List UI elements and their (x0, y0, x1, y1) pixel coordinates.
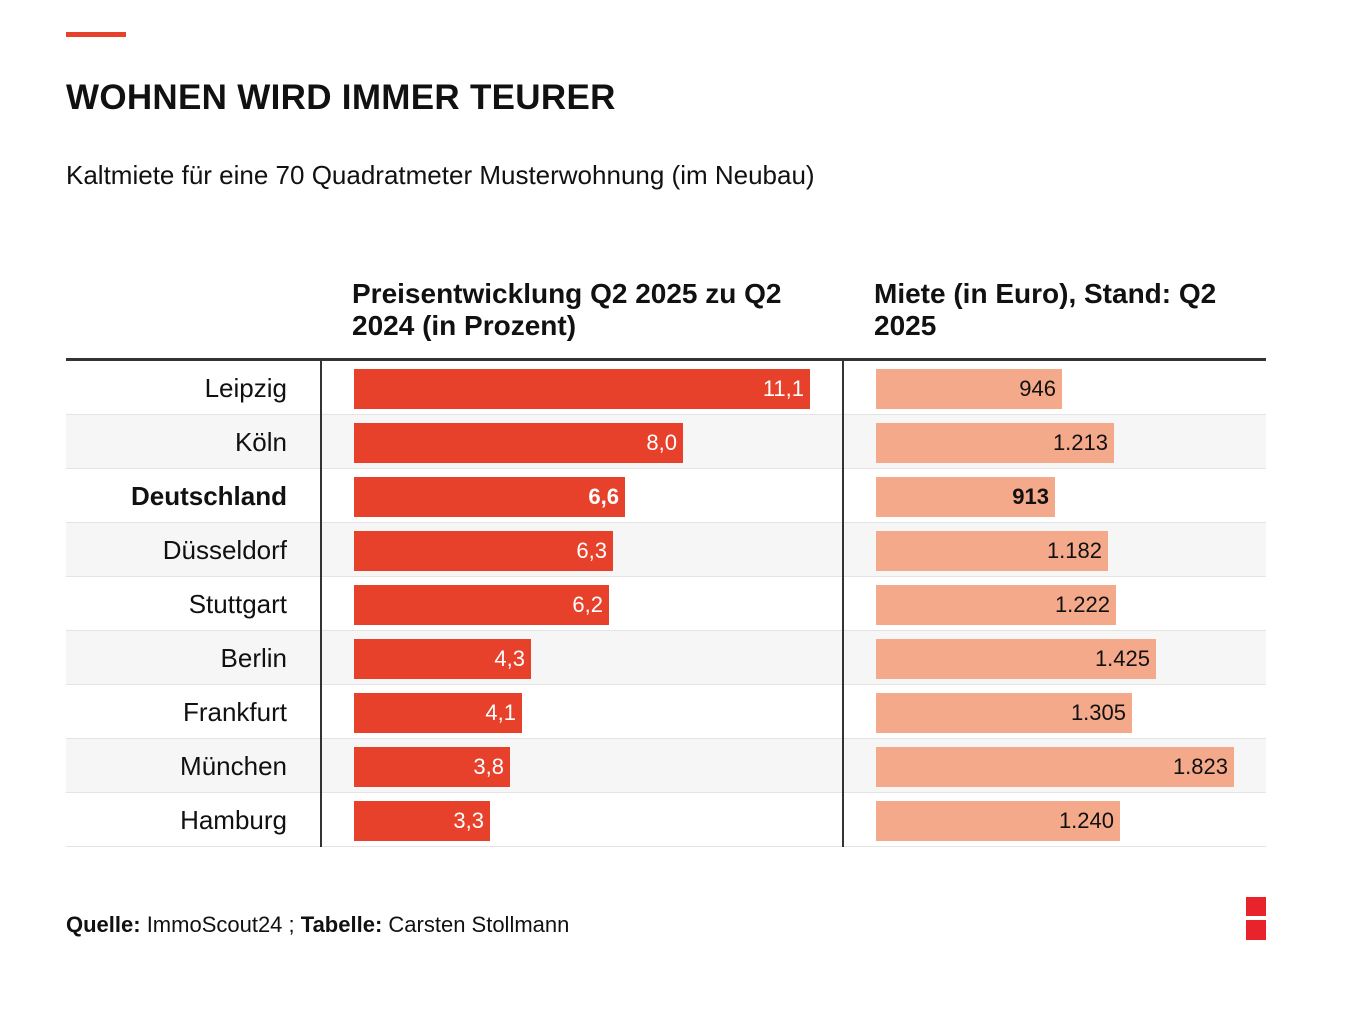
bar-price-change: 6,6 (354, 477, 625, 517)
row-label: Frankfurt (182, 697, 287, 727)
bar-rent: 1.425 (876, 639, 1156, 679)
column-divider-left (320, 361, 322, 847)
table-row: Frankfurt 4,1 1.305 (66, 685, 1266, 739)
bar-price-change-label: 6,6 (588, 484, 619, 509)
bar-rent: 1.222 (876, 585, 1116, 625)
column-divider-right (842, 361, 844, 847)
logo-mark-bottom (1246, 920, 1266, 940)
bar-price-change-label: 4,3 (494, 646, 525, 671)
bar-price-change-label: 8,0 (646, 430, 677, 455)
source-text: ImmoScout24 ; (140, 912, 301, 937)
bar-price-change: 3,8 (354, 747, 510, 787)
table-row: Leipzig 11,1 946 (66, 361, 1266, 415)
row-label: Leipzig (204, 373, 287, 403)
table-author-text: Carsten Stollmann (382, 912, 570, 937)
bar-price-change: 6,2 (354, 585, 609, 625)
bar-price-change-label: 6,2 (572, 592, 603, 617)
bar-price-change-label: 3,8 (473, 754, 504, 779)
bar-rent: 946 (876, 369, 1062, 409)
row-label: Berlin (220, 643, 287, 673)
row-label: Düsseldorf (162, 535, 287, 565)
bar-rent-label: 913 (1012, 484, 1049, 509)
chart-subtitle: Kaltmiete für eine 70 Quadratmeter Muste… (66, 160, 815, 190)
bar-rent-label: 1.823 (1172, 754, 1228, 779)
table-author-label: Tabelle: (300, 912, 383, 937)
row-label: Deutschland (130, 481, 287, 511)
bar-price-change: 4,3 (354, 639, 531, 679)
table-row: Hamburg 3,3 1.240 (66, 793, 1266, 847)
table-row: München 3,8 1.823 (66, 739, 1266, 793)
bar-price-change: 11,1 (354, 369, 810, 409)
bar-rent-label: 1.305 (1070, 700, 1126, 725)
row-label: Köln (234, 427, 287, 457)
data-table: Leipzig 11,1 946 Köln 8,0 1.213 Deutschland 6,6… (66, 361, 1266, 847)
logo-mark-top (1246, 897, 1266, 916)
row-label: München (180, 751, 287, 781)
row-label: Stuttgart (188, 589, 287, 619)
bar-price-change: 6,3 (354, 531, 613, 571)
bar-price-change-label: 11,1 (762, 376, 804, 401)
bar-rent-label: 1.425 (1094, 646, 1150, 671)
bar-rent: 1.213 (876, 423, 1114, 463)
column-header-rent: Miete (in Euro), Stand: Q2 2025 (874, 278, 1217, 341)
bar-price-change-label: 3,3 (453, 808, 484, 833)
bar-rent-label: 1.182 (1046, 538, 1102, 563)
column-header-change: Preisentwicklung Q2 2025 zu Q2 2024 (in … (352, 278, 782, 341)
table-row: Stuttgart 6,2 1.222 (66, 577, 1266, 631)
table-row: Düsseldorf 6,3 1.182 (66, 523, 1266, 577)
bar-price-change-label: 4,1 (485, 700, 516, 725)
table-row: Köln 8,0 1.213 (66, 415, 1266, 469)
bar-rent-label: 1.240 (1058, 808, 1114, 833)
source-note: Quelle: ImmoScout24 ; Tabelle: Carsten S… (66, 912, 569, 938)
table-row: Deutschland 6,6 913 (66, 469, 1266, 523)
bar-price-change: 8,0 (354, 423, 683, 463)
header-rule (66, 358, 1266, 361)
bar-rent: 1.182 (876, 531, 1108, 571)
bar-price-change: 3,3 (354, 801, 490, 841)
bar-rent-label: 1.213 (1052, 430, 1108, 455)
bar-rent: 1.240 (876, 801, 1120, 841)
bar-price-change: 4,1 (354, 693, 522, 733)
table-row: Berlin 4,3 1.425 (66, 631, 1266, 685)
bar-rent: 913 (876, 477, 1055, 517)
bar-rent: 1.823 (876, 747, 1234, 787)
bar-rent: 1.305 (876, 693, 1132, 733)
bar-rent-label: 1.222 (1054, 592, 1110, 617)
bar-price-change-label: 6,3 (576, 538, 607, 563)
row-label: Hamburg (180, 805, 287, 835)
source-label: Quelle: (66, 912, 141, 937)
bar-rent-label: 946 (1019, 376, 1056, 401)
accent-line (66, 32, 126, 37)
chart-title: WOHNEN WIRD IMMER TEURER (66, 78, 616, 117)
